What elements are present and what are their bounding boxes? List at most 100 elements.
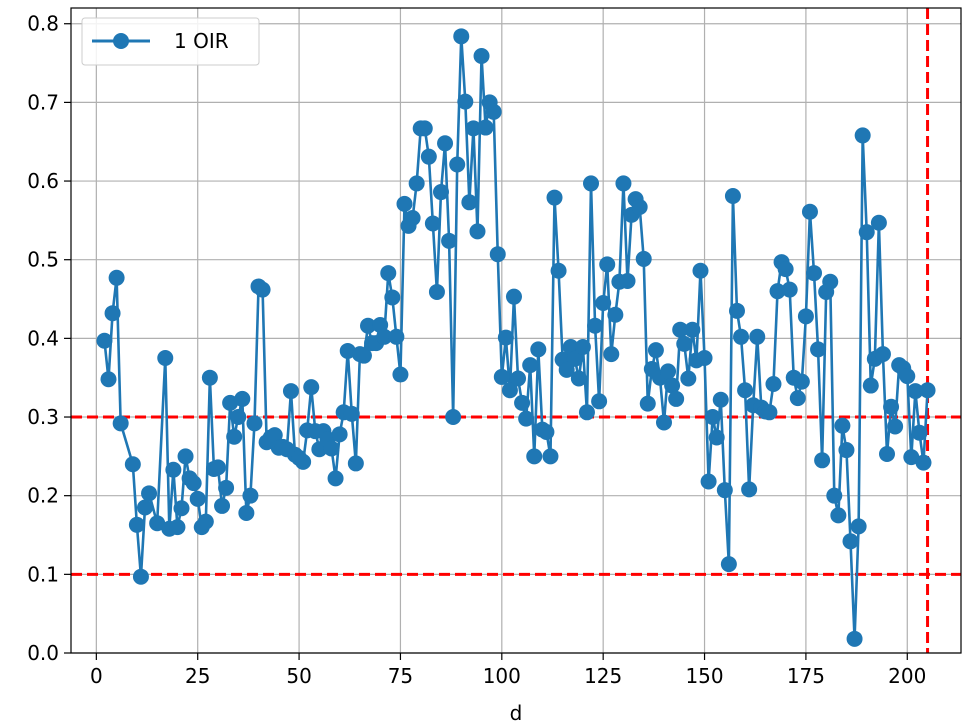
- data-point: [376, 328, 393, 345]
- data-point: [919, 382, 936, 399]
- data-point: [169, 519, 186, 536]
- data-point: [777, 261, 794, 278]
- data-point: [489, 246, 506, 263]
- data-point: [428, 283, 445, 300]
- data-point: [668, 390, 685, 407]
- data-point: [862, 377, 879, 394]
- data-point: [655, 414, 672, 431]
- data-point: [639, 395, 656, 412]
- data-point: [676, 335, 693, 352]
- data-point: [173, 500, 190, 517]
- x-axis-label: d: [510, 701, 523, 725]
- data-point: [720, 556, 737, 573]
- data-point: [737, 382, 754, 399]
- data-point: [189, 490, 206, 507]
- data-point: [453, 28, 470, 45]
- data-point: [128, 516, 145, 533]
- data-point: [526, 448, 543, 465]
- data-point: [222, 394, 239, 411]
- data-point: [854, 127, 871, 144]
- data-point: [708, 429, 725, 446]
- data-point: [295, 453, 312, 470]
- data-point: [834, 417, 851, 434]
- data-point: [493, 368, 510, 385]
- data-point: [879, 445, 896, 462]
- data-point: [185, 475, 202, 492]
- data-point: [323, 440, 340, 457]
- data-point: [343, 405, 360, 422]
- legend-marker: [113, 33, 129, 49]
- data-point: [749, 328, 766, 345]
- data-point: [530, 341, 547, 358]
- reference-lines: [71, 8, 961, 653]
- data-point: [234, 390, 251, 407]
- data-point: [672, 321, 689, 338]
- data-point: [432, 184, 449, 201]
- data-point: [473, 47, 490, 64]
- data-point: [761, 404, 778, 421]
- data-point: [619, 272, 636, 289]
- data-point: [242, 487, 259, 504]
- data-point: [810, 341, 827, 358]
- data-point: [437, 135, 454, 152]
- data-point: [339, 342, 356, 359]
- data-point: [591, 393, 608, 410]
- data-point: [282, 383, 299, 400]
- data-point: [136, 499, 153, 516]
- data-point: [899, 368, 916, 385]
- data-point: [907, 383, 924, 400]
- y-tick-label: 0.2: [27, 484, 59, 508]
- data-point: [724, 187, 741, 204]
- data-point: [887, 418, 904, 435]
- data-point: [660, 363, 677, 380]
- data-point: [404, 210, 421, 227]
- data-point: [538, 423, 555, 440]
- data-point: [733, 328, 750, 345]
- data-point: [461, 194, 478, 211]
- data-point: [587, 317, 604, 334]
- data-point: [214, 497, 231, 514]
- data-point: [546, 189, 563, 206]
- data-point: [874, 346, 891, 363]
- data-point: [347, 455, 364, 472]
- data-point: [599, 256, 616, 273]
- y-tick-label: 0.1: [27, 562, 59, 586]
- data-point: [911, 424, 928, 441]
- data-point: [254, 281, 271, 298]
- data-point: [197, 513, 214, 530]
- data-point: [380, 265, 397, 282]
- data-point: [266, 427, 283, 444]
- data-point: [635, 250, 652, 267]
- data-point: [465, 120, 482, 137]
- data-point: [716, 482, 733, 499]
- x-tick-label: 150: [685, 664, 723, 688]
- data-point: [477, 119, 494, 136]
- data-point: [96, 332, 113, 349]
- y-tick-label: 0.5: [27, 248, 59, 272]
- data-point: [858, 224, 875, 241]
- x-tick-label: 125: [584, 664, 622, 688]
- data-point: [388, 328, 405, 345]
- data-point: [607, 306, 624, 323]
- data-point: [915, 454, 932, 471]
- data-point: [741, 481, 758, 498]
- data-point: [578, 404, 595, 421]
- data-point: [704, 409, 721, 426]
- data-point: [360, 317, 377, 334]
- data-point: [355, 347, 372, 364]
- data-point: [797, 308, 814, 325]
- data-point: [781, 281, 798, 298]
- data-point: [505, 288, 522, 305]
- data-point: [226, 428, 243, 445]
- x-tick-label: 25: [185, 664, 210, 688]
- data-point: [201, 369, 218, 386]
- y-tick-label: 0.8: [27, 12, 59, 36]
- data-point: [331, 426, 348, 443]
- data-point: [583, 175, 600, 192]
- x-tick-label: 100: [483, 664, 521, 688]
- data-point: [177, 448, 194, 465]
- data-point: [566, 350, 583, 367]
- legend-label: 1 OIR: [174, 29, 229, 53]
- data-point: [416, 120, 433, 137]
